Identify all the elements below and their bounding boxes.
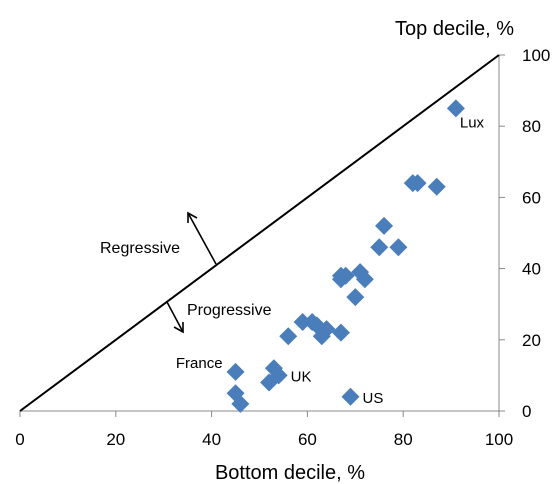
point-label: France [176, 355, 223, 372]
data-point [370, 238, 389, 257]
data-point [331, 270, 350, 289]
data-point [341, 387, 360, 406]
data-point [355, 270, 374, 289]
x-tick-label: 100 [485, 430, 513, 449]
data-point [231, 394, 250, 413]
point-labels: Lux France UK US [176, 114, 485, 406]
data-point [446, 99, 465, 118]
data-point [260, 373, 279, 392]
progressive-arrowhead [173, 322, 184, 334]
y-tick-group: 0 20 40 60 80 100 [499, 46, 550, 421]
data-points [226, 99, 465, 413]
reference-diagonal-line [19, 54, 500, 412]
y-axis-title: Top decile, % [395, 18, 514, 40]
data-point [279, 327, 298, 346]
y-tick-label: 100 [522, 46, 550, 65]
x-axis-title: Bottom decile, % [215, 462, 365, 484]
y-tick-label: 20 [522, 331, 541, 350]
regressive-label: Regressive [100, 240, 180, 257]
y-tick-label: 40 [522, 260, 541, 279]
regressive-arrow [187, 212, 217, 265]
data-point [312, 327, 331, 346]
point-label: Lux [460, 114, 485, 131]
data-point [427, 177, 446, 196]
x-tick-label: 80 [394, 430, 413, 449]
regressive-arrowhead [187, 211, 198, 223]
x-tick-group: 0 20 40 60 80 100 [15, 411, 513, 449]
axes [20, 55, 500, 412]
y-tick-label: 80 [522, 117, 541, 136]
annotation-arrows [166, 211, 217, 334]
data-point [408, 174, 427, 193]
x-tick-label: 0 [15, 430, 24, 449]
data-point [331, 323, 350, 342]
data-point [293, 313, 312, 331]
y-tick-label: 0 [522, 402, 531, 421]
data-point [389, 238, 408, 257]
point-label: UK [291, 368, 312, 385]
data-point [226, 362, 245, 381]
x-tick-label: 20 [106, 430, 125, 449]
progressive-label: Progressive [187, 302, 272, 319]
point-label: US [363, 390, 384, 407]
x-tick-label: 60 [298, 430, 317, 449]
data-point [346, 288, 365, 307]
x-tick-label: 40 [202, 430, 221, 449]
progressive-arrow [166, 301, 184, 333]
y-tick-label: 60 [522, 188, 541, 207]
data-point [375, 216, 394, 235]
